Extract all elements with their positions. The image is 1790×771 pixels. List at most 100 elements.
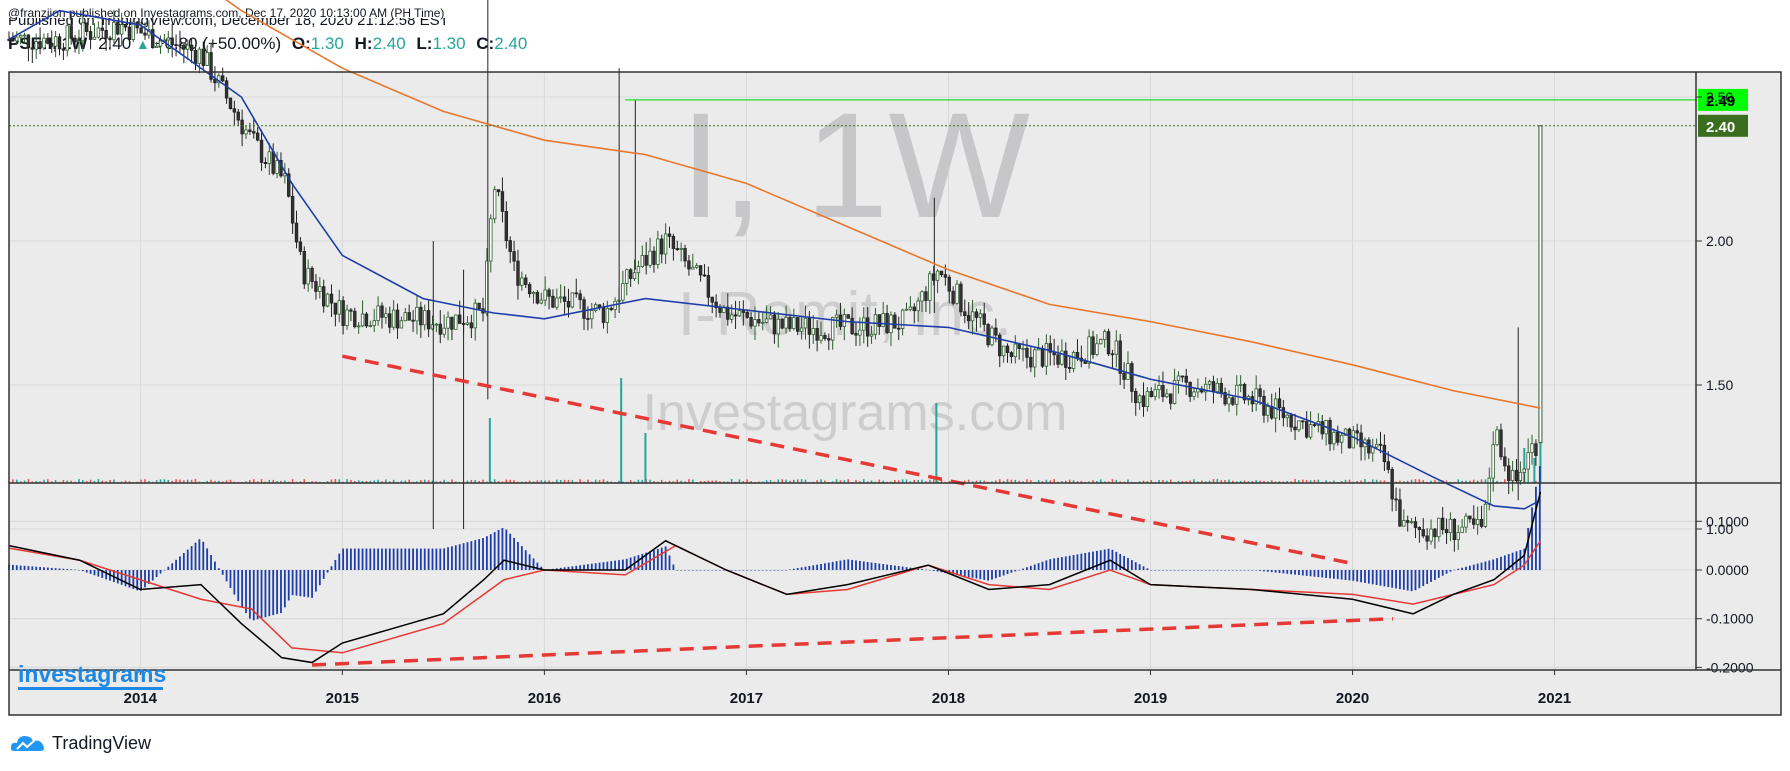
time-tick-label: 2019 [1134, 690, 1167, 707]
volume-bar [291, 479, 294, 483]
candle-body [547, 289, 551, 297]
candle-body [1203, 383, 1208, 393]
volume-bar [692, 479, 694, 483]
volume-bar [451, 479, 453, 483]
candle-body [318, 286, 322, 292]
last-candle-body [1538, 125, 1543, 444]
candle-body [1304, 421, 1309, 438]
volume-bar [214, 480, 216, 483]
volume-bar [882, 480, 884, 483]
macd-histogram-bar [594, 563, 597, 570]
chart-area[interactable]: I, 1W I-Remit, Inc. Investagrams.com 2.9… [0, 0, 1790, 720]
macd-histogram-bar [1162, 570, 1164, 571]
macd-histogram-bar [746, 570, 749, 571]
candle-body [963, 311, 967, 316]
macd-histogram-bar [800, 567, 803, 570]
volume-bar [35, 481, 37, 483]
macd-histogram-bar [1395, 570, 1397, 589]
candle-body [539, 299, 543, 304]
macd-histogram-bar [489, 534, 492, 570]
candle-body [551, 295, 555, 308]
macd-histogram-bar [1535, 486, 1537, 570]
candle-body [986, 324, 990, 346]
volume-bar [1414, 479, 1417, 483]
macd-histogram-bar [252, 570, 255, 621]
candle-body [1009, 352, 1014, 358]
volume-bar [39, 481, 41, 483]
volume-bar [1379, 480, 1382, 483]
macd-histogram-bar [804, 566, 807, 570]
candle-body [96, 27, 101, 38]
volume-bar [606, 480, 609, 483]
volume-bar [245, 481, 247, 483]
volume-bar [361, 480, 364, 483]
candle-body [1126, 363, 1130, 380]
volume-bar [750, 481, 752, 483]
volume-bar [855, 479, 857, 483]
macd-histogram-bar [715, 570, 718, 571]
volume-bar [1403, 481, 1405, 483]
macd-histogram-bar [1329, 570, 1331, 579]
macd-histogram-bar [629, 557, 632, 570]
candle-body [862, 317, 866, 331]
macd-histogram-bar [1527, 527, 1530, 570]
macd-tick-label: -0.2000 [1706, 659, 1754, 675]
candle-body [209, 52, 213, 80]
macd-histogram-bar [901, 566, 904, 570]
volume-bar [1220, 480, 1223, 483]
macd-histogram-bar [1177, 570, 1180, 571]
volume-bar [921, 479, 923, 483]
candle-body [415, 306, 419, 322]
macd-histogram-bar [1531, 507, 1533, 570]
candle-body [1507, 465, 1511, 481]
volume-bar [800, 479, 803, 483]
macd-histogram-bar [528, 554, 531, 570]
candle-body [865, 317, 870, 337]
macd-histogram-bar [291, 570, 294, 596]
macd-histogram-bar [967, 570, 970, 578]
volume-bar [218, 480, 220, 483]
volume-spike [644, 433, 647, 483]
volume-bar [1208, 480, 1211, 483]
volume-bar [913, 479, 916, 483]
macd-histogram-bar [936, 570, 939, 572]
volume-bar [676, 479, 679, 483]
macd-histogram-bar [975, 570, 978, 579]
macd-histogram-bar [182, 552, 185, 570]
volume-bar [746, 479, 749, 483]
macd-histogram-bar [1095, 550, 1098, 570]
volume-bar [1197, 481, 1199, 483]
candle-body [527, 284, 532, 295]
volume-bar [276, 480, 278, 483]
macd-histogram-bar [1496, 558, 1498, 570]
volume-bar [975, 480, 978, 483]
tradingview-cloud-icon [10, 736, 45, 751]
volume-bar [528, 480, 531, 483]
candle-body [663, 233, 668, 255]
volume-bar [1496, 480, 1498, 483]
candle-body [924, 291, 928, 301]
volume-bar [78, 479, 80, 483]
up-triangle-icon: ▲ [135, 36, 150, 52]
macd-histogram-bar [928, 570, 931, 571]
volume-bar [249, 480, 251, 483]
volume-bar [1232, 480, 1234, 483]
candle-body [512, 251, 516, 262]
volume-bar [439, 481, 442, 483]
macd-histogram-bar [1080, 553, 1083, 570]
candle-body [1499, 429, 1503, 458]
candle-body [1328, 419, 1332, 445]
candle-body [873, 314, 878, 335]
candle-body [1468, 515, 1472, 520]
macd-histogram-bar [1115, 551, 1118, 570]
macd-histogram-bar [963, 570, 966, 577]
price-trendline [342, 354, 1353, 566]
candle-body [947, 276, 951, 292]
candle-body [1161, 385, 1165, 398]
macd-histogram-bar [295, 570, 298, 596]
macd-histogram-bar [1278, 570, 1281, 573]
volume-bar [350, 479, 352, 483]
candle-body [807, 317, 812, 335]
macd-histogram-bar [454, 545, 457, 570]
candle-body [819, 335, 823, 341]
